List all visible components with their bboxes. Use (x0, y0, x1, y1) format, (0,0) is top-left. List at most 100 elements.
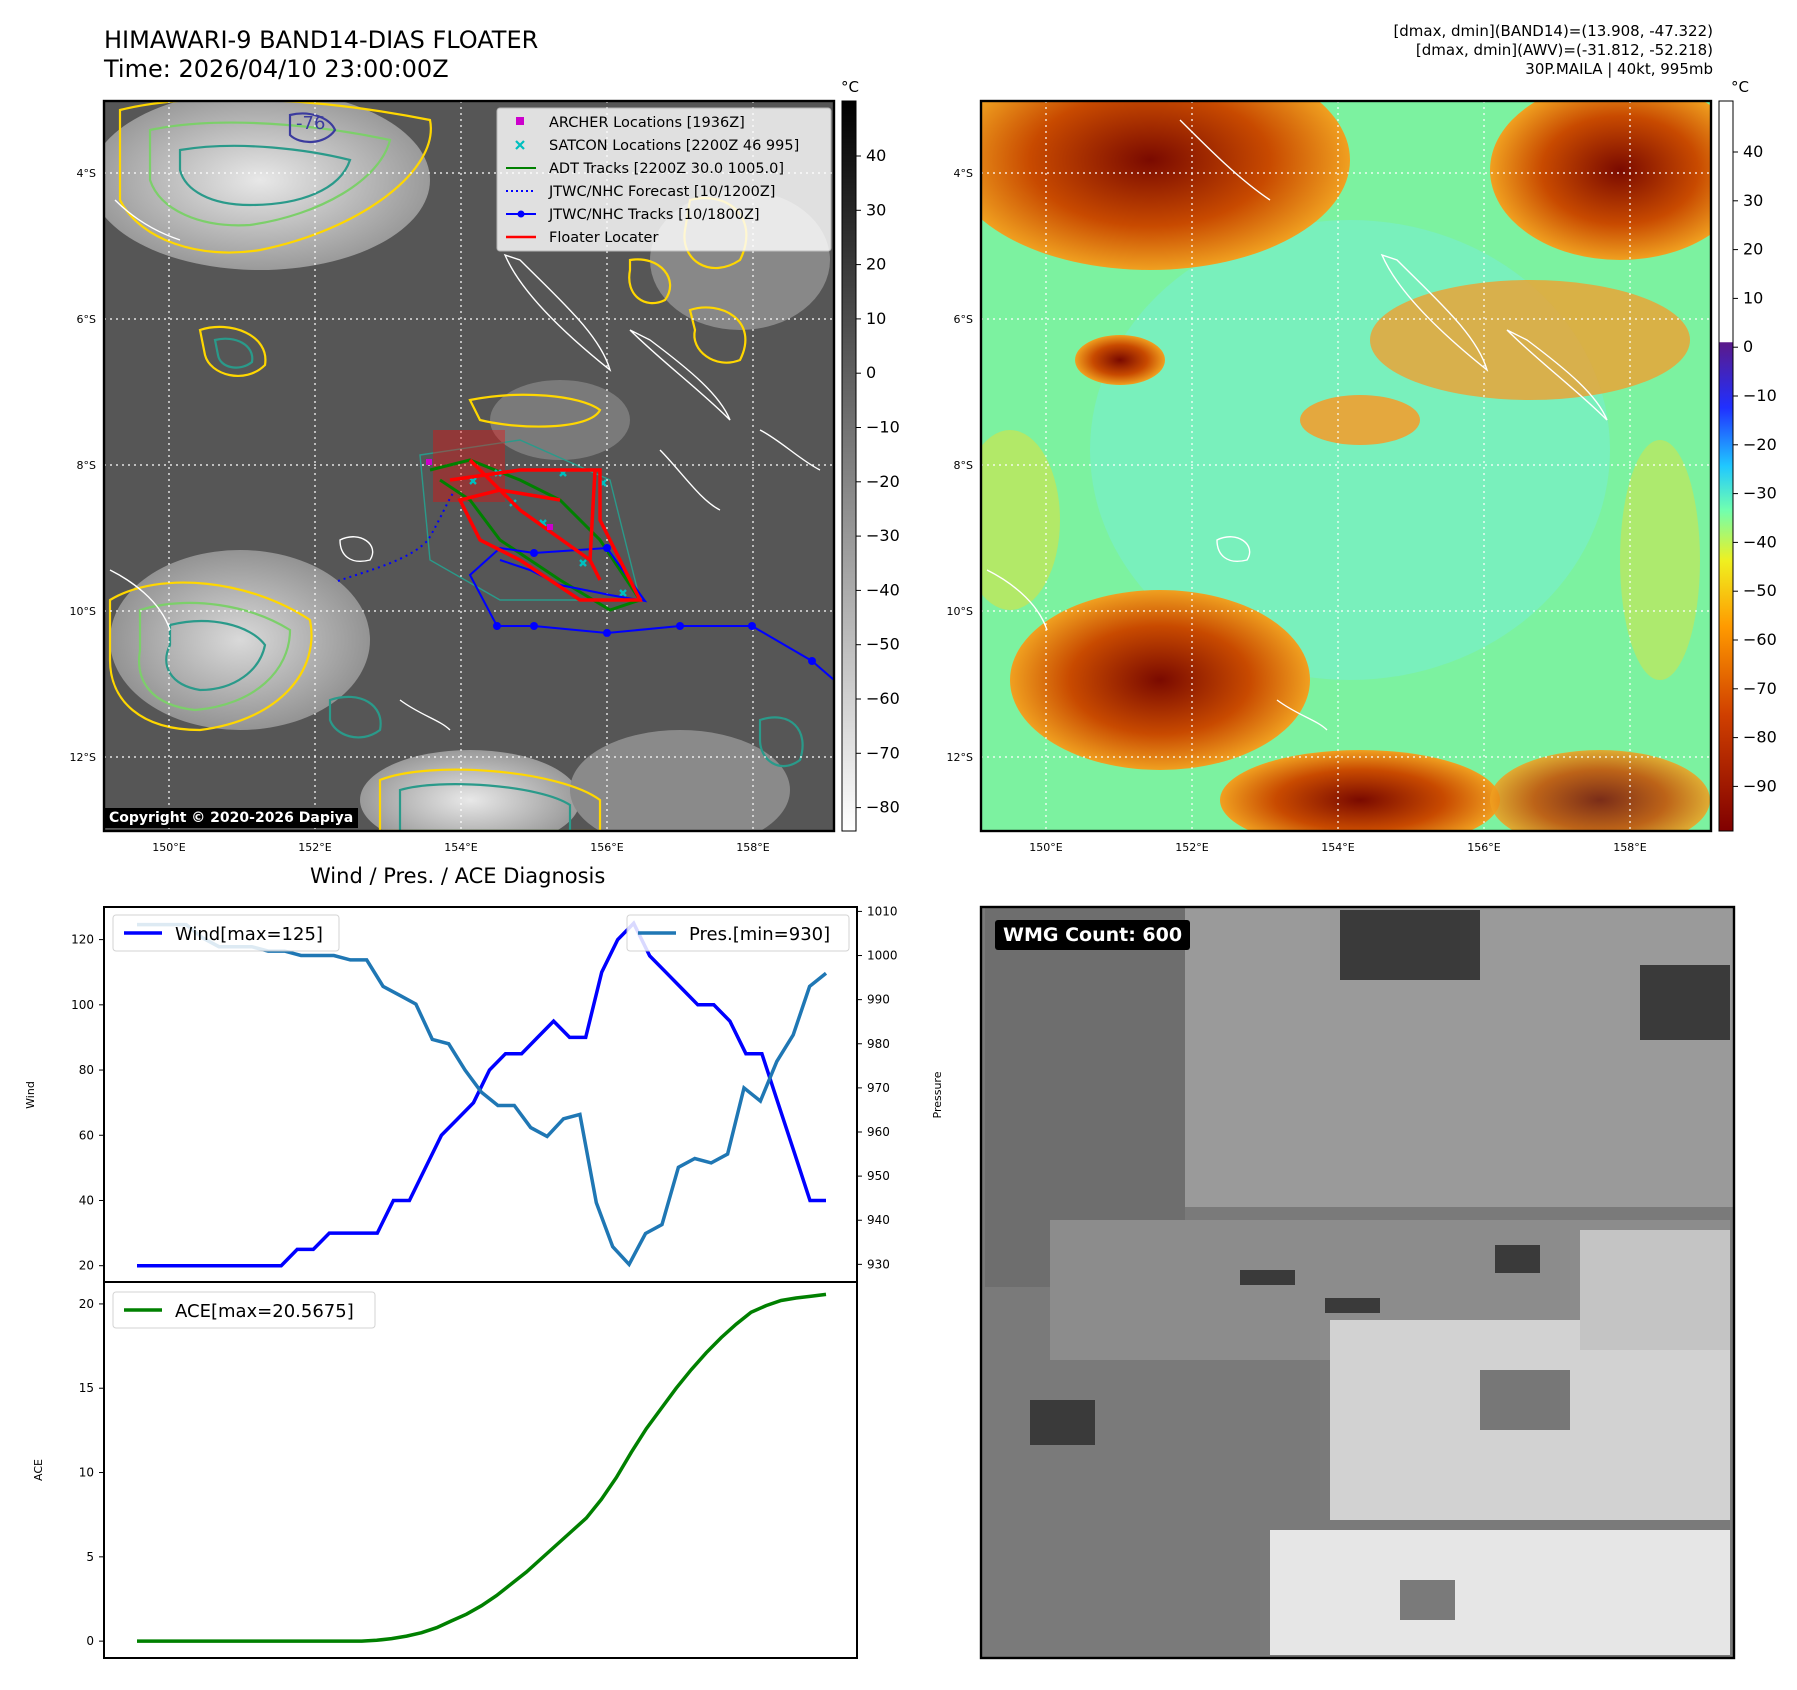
wind-axis-label: 80 (79, 1063, 94, 1077)
ir-map-lat-labels: 4°S 6°S 8°S 10°S 12°S (70, 167, 96, 764)
svg-text:158°E: 158°E (1613, 841, 1646, 854)
color-colorbar-label: −80 (1743, 728, 1777, 747)
legend-floater: Floater Locater (549, 230, 658, 246)
legend-forecast: JTWC/NHC Forecast [10/1200Z] (548, 184, 775, 200)
coastlines (109, 199, 821, 731)
wind-axis-label: 20 (79, 1259, 94, 1273)
svg-text:8°S: 8°S (954, 459, 973, 472)
copyright-badge: Copyright © 2020-2026 Dapiya (104, 808, 359, 828)
gray-colorbar-label: −60 (866, 689, 900, 708)
pressure-axis-label: 1000 (867, 949, 898, 963)
wind-series-line (137, 920, 826, 1268)
color-colorbar-label: 30 (1743, 191, 1763, 210)
wind-axis-label: Wind (24, 1081, 37, 1109)
map-legend: ARCHER Locations [1936Z] SATCON Location… (496, 107, 832, 252)
info-line-2: [dmax, dmin](AWV)=(-31.812, -52.218) (1415, 41, 1713, 59)
pressure-axis-label: 960 (867, 1125, 890, 1139)
pressure-axis-label: 980 (867, 1037, 890, 1051)
gray-colorbar-label: −50 (866, 635, 900, 654)
gray-colorbar-label: 10 (866, 309, 886, 328)
legend-satcon: SATCON Locations [2200Z 46 995] (549, 138, 799, 154)
wind-axis-label: 120 (71, 933, 94, 947)
ace-axis-label: 0 (86, 1634, 94, 1648)
diagnosis-title: Wind / Pres. / ACE Diagnosis (310, 864, 606, 888)
gray-colorbar-label: −20 (866, 472, 900, 491)
gray-colorbar-label: −40 (866, 580, 900, 599)
pressure-axis-label: 1010 (867, 904, 898, 918)
color-colorbar-label: 0 (1743, 337, 1753, 356)
svg-text:10°S: 10°S (947, 605, 973, 618)
ace-axis-label: 20 (79, 1297, 94, 1311)
color-colorbar-label: −30 (1743, 484, 1777, 503)
color-colorbar-label: 40 (1743, 142, 1763, 161)
legend-archer: ARCHER Locations [1936Z] (549, 115, 745, 131)
wind-legend-label: Wind[max=125] (175, 924, 323, 945)
awv-coastlines (986, 119, 1608, 731)
archer-markers (426, 459, 553, 530)
awv-map-lon-labels: 150°E 152°E 154°E 156°E 158°E (1029, 841, 1646, 854)
svg-text:152°E: 152°E (298, 841, 331, 854)
svg-text:154°E: 154°E (1321, 841, 1354, 854)
svg-text:8°S: 8°S (77, 459, 96, 472)
color-colorbar-label: 10 (1743, 288, 1763, 307)
wmg-count-badge: WMG Count: 600 (995, 920, 1191, 950)
legend-tracks: JTWC/NHC Tracks [10/1800Z] (548, 207, 760, 223)
pressure-axis-label: Pressure (931, 1071, 944, 1118)
color-colorbar-label: 20 (1743, 240, 1763, 259)
gray-colorbar: °C 40 30 20 10 0 −10 −20 −30 −40 −50 −60 −70 −80 (841, 78, 900, 832)
svg-text:156°E: 156°E (590, 841, 623, 854)
wind-axis-label: 100 (71, 998, 94, 1012)
svg-text:4°S: 4°S (77, 167, 96, 180)
awv-map-panel (981, 101, 1711, 831)
color-colorbar: °C 40 30 20 10 0 −10 −20 −30 −40 −50 −60 −70 −80 −90 (1718, 78, 1777, 832)
ace-axis-label: 10 (79, 1466, 94, 1480)
ace-panel: 0 5 10 15 20 ACE ACE[max=20.5675] (32, 1281, 858, 1659)
wmg-cold-block (1340, 910, 1480, 980)
svg-text:152°E: 152°E (1175, 841, 1208, 854)
gray-colorbar-label: −70 (866, 743, 900, 762)
pressure-axis-label: 930 (867, 1257, 890, 1271)
color-colorbar-label: −40 (1743, 532, 1777, 551)
title-line-1: HIMAWARI-9 BAND14-DIAS FLOATER (104, 26, 539, 54)
pressure-legend-label: Pres.[min=930] (689, 924, 830, 945)
ace-legend-box (112, 1291, 376, 1329)
svg-text:12°S: 12°S (70, 751, 96, 764)
wind-axis-label: 60 (79, 1128, 94, 1142)
svg-text:12°S: 12°S (947, 751, 973, 764)
satcon-legend-icon (515, 140, 525, 150)
color-colorbar-label: −50 (1743, 581, 1777, 600)
wind-pressure-panel: 20 40 60 80 100 120 930 940 950 960 970 980 990 1000… (24, 904, 944, 1283)
pressure-axis-label: 940 (867, 1213, 890, 1227)
floater-tracks (449, 458, 643, 602)
wind-axis-label: 40 (79, 1193, 94, 1207)
wmg-panel (979, 905, 1736, 1660)
ace-axis-label: ACE (32, 1459, 45, 1481)
color-colorbar-label: −60 (1743, 630, 1777, 649)
color-colorbar-label: −70 (1743, 679, 1777, 698)
title-line-2: Time: 2026/04/10 23:00:00Z (104, 55, 449, 83)
pressure-axis-label: 970 (867, 1081, 890, 1095)
color-colorbar-label: −10 (1743, 386, 1777, 405)
ace-axis-label: 15 (79, 1381, 94, 1395)
jtwc-tracks (468, 544, 834, 681)
svg-text:158°E: 158°E (736, 841, 769, 854)
svg-text:°C: °C (1731, 78, 1749, 96)
svg-text:10°S: 10°S (70, 605, 96, 618)
svg-text:°C: °C (841, 78, 859, 96)
color-colorbar-label: −20 (1743, 435, 1777, 454)
info-line-1: [dmax, dmin](BAND14)=(13.908, -47.322) (1393, 22, 1713, 40)
cloud-mass (104, 101, 430, 270)
svg-text:156°E: 156°E (1467, 841, 1500, 854)
pressure-axis-label: 990 (867, 993, 890, 1007)
gray-colorbar-label: 30 (866, 200, 886, 219)
awv-map-lat-labels: 4°S 6°S 8°S 10°S 12°S (947, 167, 973, 764)
ace-axis-label: 5 (86, 1550, 94, 1564)
ir-map-lon-labels: 150°E 152°E 154°E 156°E 158°E (152, 841, 769, 854)
pressure-axis-label: 950 (867, 1169, 890, 1183)
svg-text:6°S: 6°S (954, 313, 973, 326)
figure-title: HIMAWARI-9 BAND14-DIAS FLOATER Time: 202… (104, 26, 538, 84)
wind-legend-box (112, 914, 340, 952)
svg-text:150°E: 150°E (152, 841, 185, 854)
ace-series-line (137, 1292, 827, 1643)
